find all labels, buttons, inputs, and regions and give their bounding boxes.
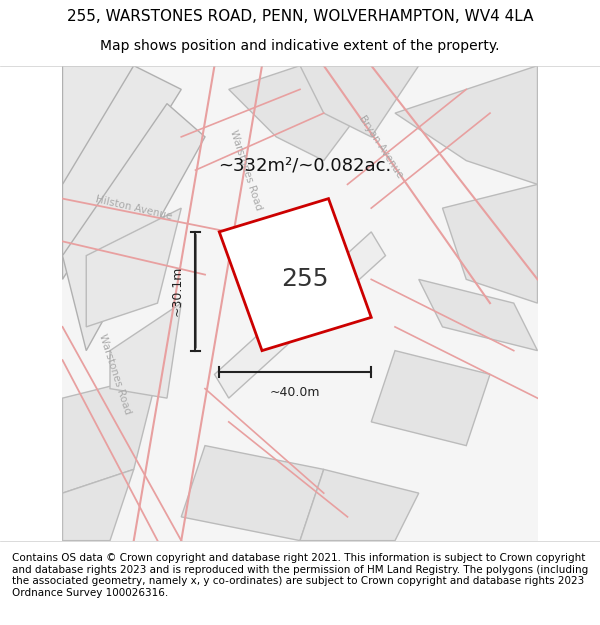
Text: 255, WARSTONES ROAD, PENN, WOLVERHAMPTON, WV4 4LA: 255, WARSTONES ROAD, PENN, WOLVERHAMPTON… xyxy=(67,9,533,24)
Polygon shape xyxy=(371,351,490,446)
Text: Map shows position and indicative extent of the property.: Map shows position and indicative extent… xyxy=(100,39,500,53)
Polygon shape xyxy=(62,374,157,493)
Polygon shape xyxy=(181,446,324,541)
Polygon shape xyxy=(443,184,538,303)
Text: Contains OS data © Crown copyright and database right 2021. This information is : Contains OS data © Crown copyright and d… xyxy=(12,553,588,598)
Text: Hilston Avenue: Hilston Avenue xyxy=(95,194,173,222)
Polygon shape xyxy=(300,66,419,137)
Polygon shape xyxy=(110,303,181,398)
Polygon shape xyxy=(62,104,205,351)
Text: ~40.0m: ~40.0m xyxy=(270,386,320,399)
Polygon shape xyxy=(62,66,181,279)
Polygon shape xyxy=(419,279,538,351)
Text: ~332m²/~0.082ac.: ~332m²/~0.082ac. xyxy=(218,156,391,174)
Polygon shape xyxy=(86,208,181,327)
Polygon shape xyxy=(229,66,395,161)
Text: Warstones Road: Warstones Road xyxy=(227,129,263,212)
Text: Bryan Avenue: Bryan Avenue xyxy=(357,113,404,179)
Polygon shape xyxy=(62,66,538,541)
Polygon shape xyxy=(62,469,134,541)
Text: ~30.1m: ~30.1m xyxy=(170,266,184,316)
Polygon shape xyxy=(300,469,419,541)
Polygon shape xyxy=(395,66,538,184)
Text: Warstones Road: Warstones Road xyxy=(97,333,133,416)
Polygon shape xyxy=(219,199,371,351)
Polygon shape xyxy=(62,66,134,208)
Polygon shape xyxy=(215,232,386,398)
Text: 255: 255 xyxy=(281,268,329,291)
